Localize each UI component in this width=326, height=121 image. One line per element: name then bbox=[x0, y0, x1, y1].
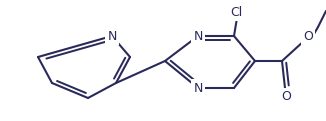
Text: O: O bbox=[303, 30, 313, 44]
Text: N: N bbox=[193, 30, 203, 42]
Text: O: O bbox=[281, 91, 291, 103]
Text: Cl: Cl bbox=[230, 5, 242, 19]
Text: N: N bbox=[107, 30, 117, 42]
Text: N: N bbox=[193, 82, 203, 95]
